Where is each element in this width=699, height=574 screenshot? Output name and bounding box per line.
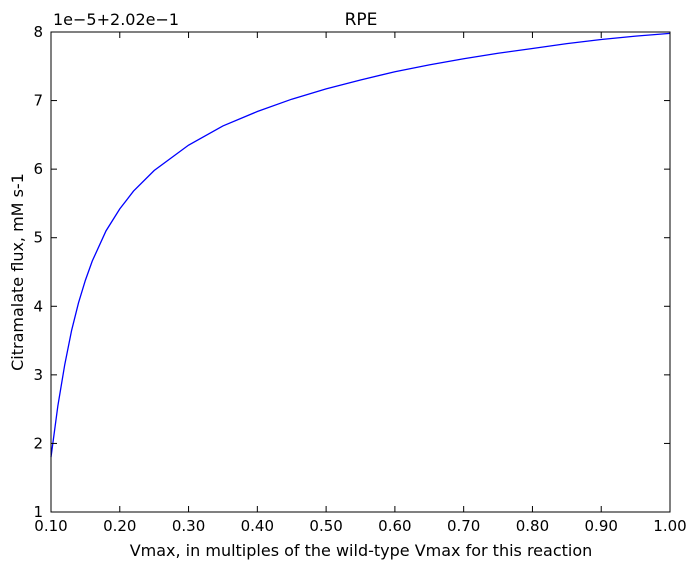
y-tick-label: 8 [33,23,43,41]
x-tick-label: 0.20 [103,517,136,535]
x-tick-label: 0.60 [378,517,411,535]
y-tick-label: 5 [33,229,43,247]
y-tick-label: 3 [33,366,43,384]
x-tick-label: 0.50 [309,517,342,535]
plot-frame [50,31,671,513]
chart-title: RPE [345,10,378,30]
x-tick-label: 0.30 [172,517,205,535]
y-tick-label: 1 [33,503,43,521]
axis-layer: 0.10 0.20 0.30 0.40 0.50 0.60 0.70 0.80 0.90 1.00… [33,23,686,535]
x-axis-label: Vmax, in multiples of the wild-type Vmax… [130,541,593,560]
series-line-0 [50,32,671,458]
x-tick-label: 1.00 [653,517,686,535]
x-tick-label: 0.90 [585,517,618,535]
y-tick-label: 2 [33,434,43,452]
plot-layer [50,32,671,458]
x-tick-label: 0.70 [447,517,480,535]
x-tick-label: 0.10 [34,517,67,535]
y-tick-label: 7 [33,92,43,110]
x-tick-label: 0.40 [241,517,274,535]
x-tick-label: 0.80 [516,517,549,535]
y-tick-label: 4 [33,297,43,315]
y-tick-label: 6 [33,160,43,178]
y-axis-label: Citramalate flux, mM s-1 [8,173,27,371]
y-offset-label: 1e−5+2.02e−1 [53,10,179,29]
